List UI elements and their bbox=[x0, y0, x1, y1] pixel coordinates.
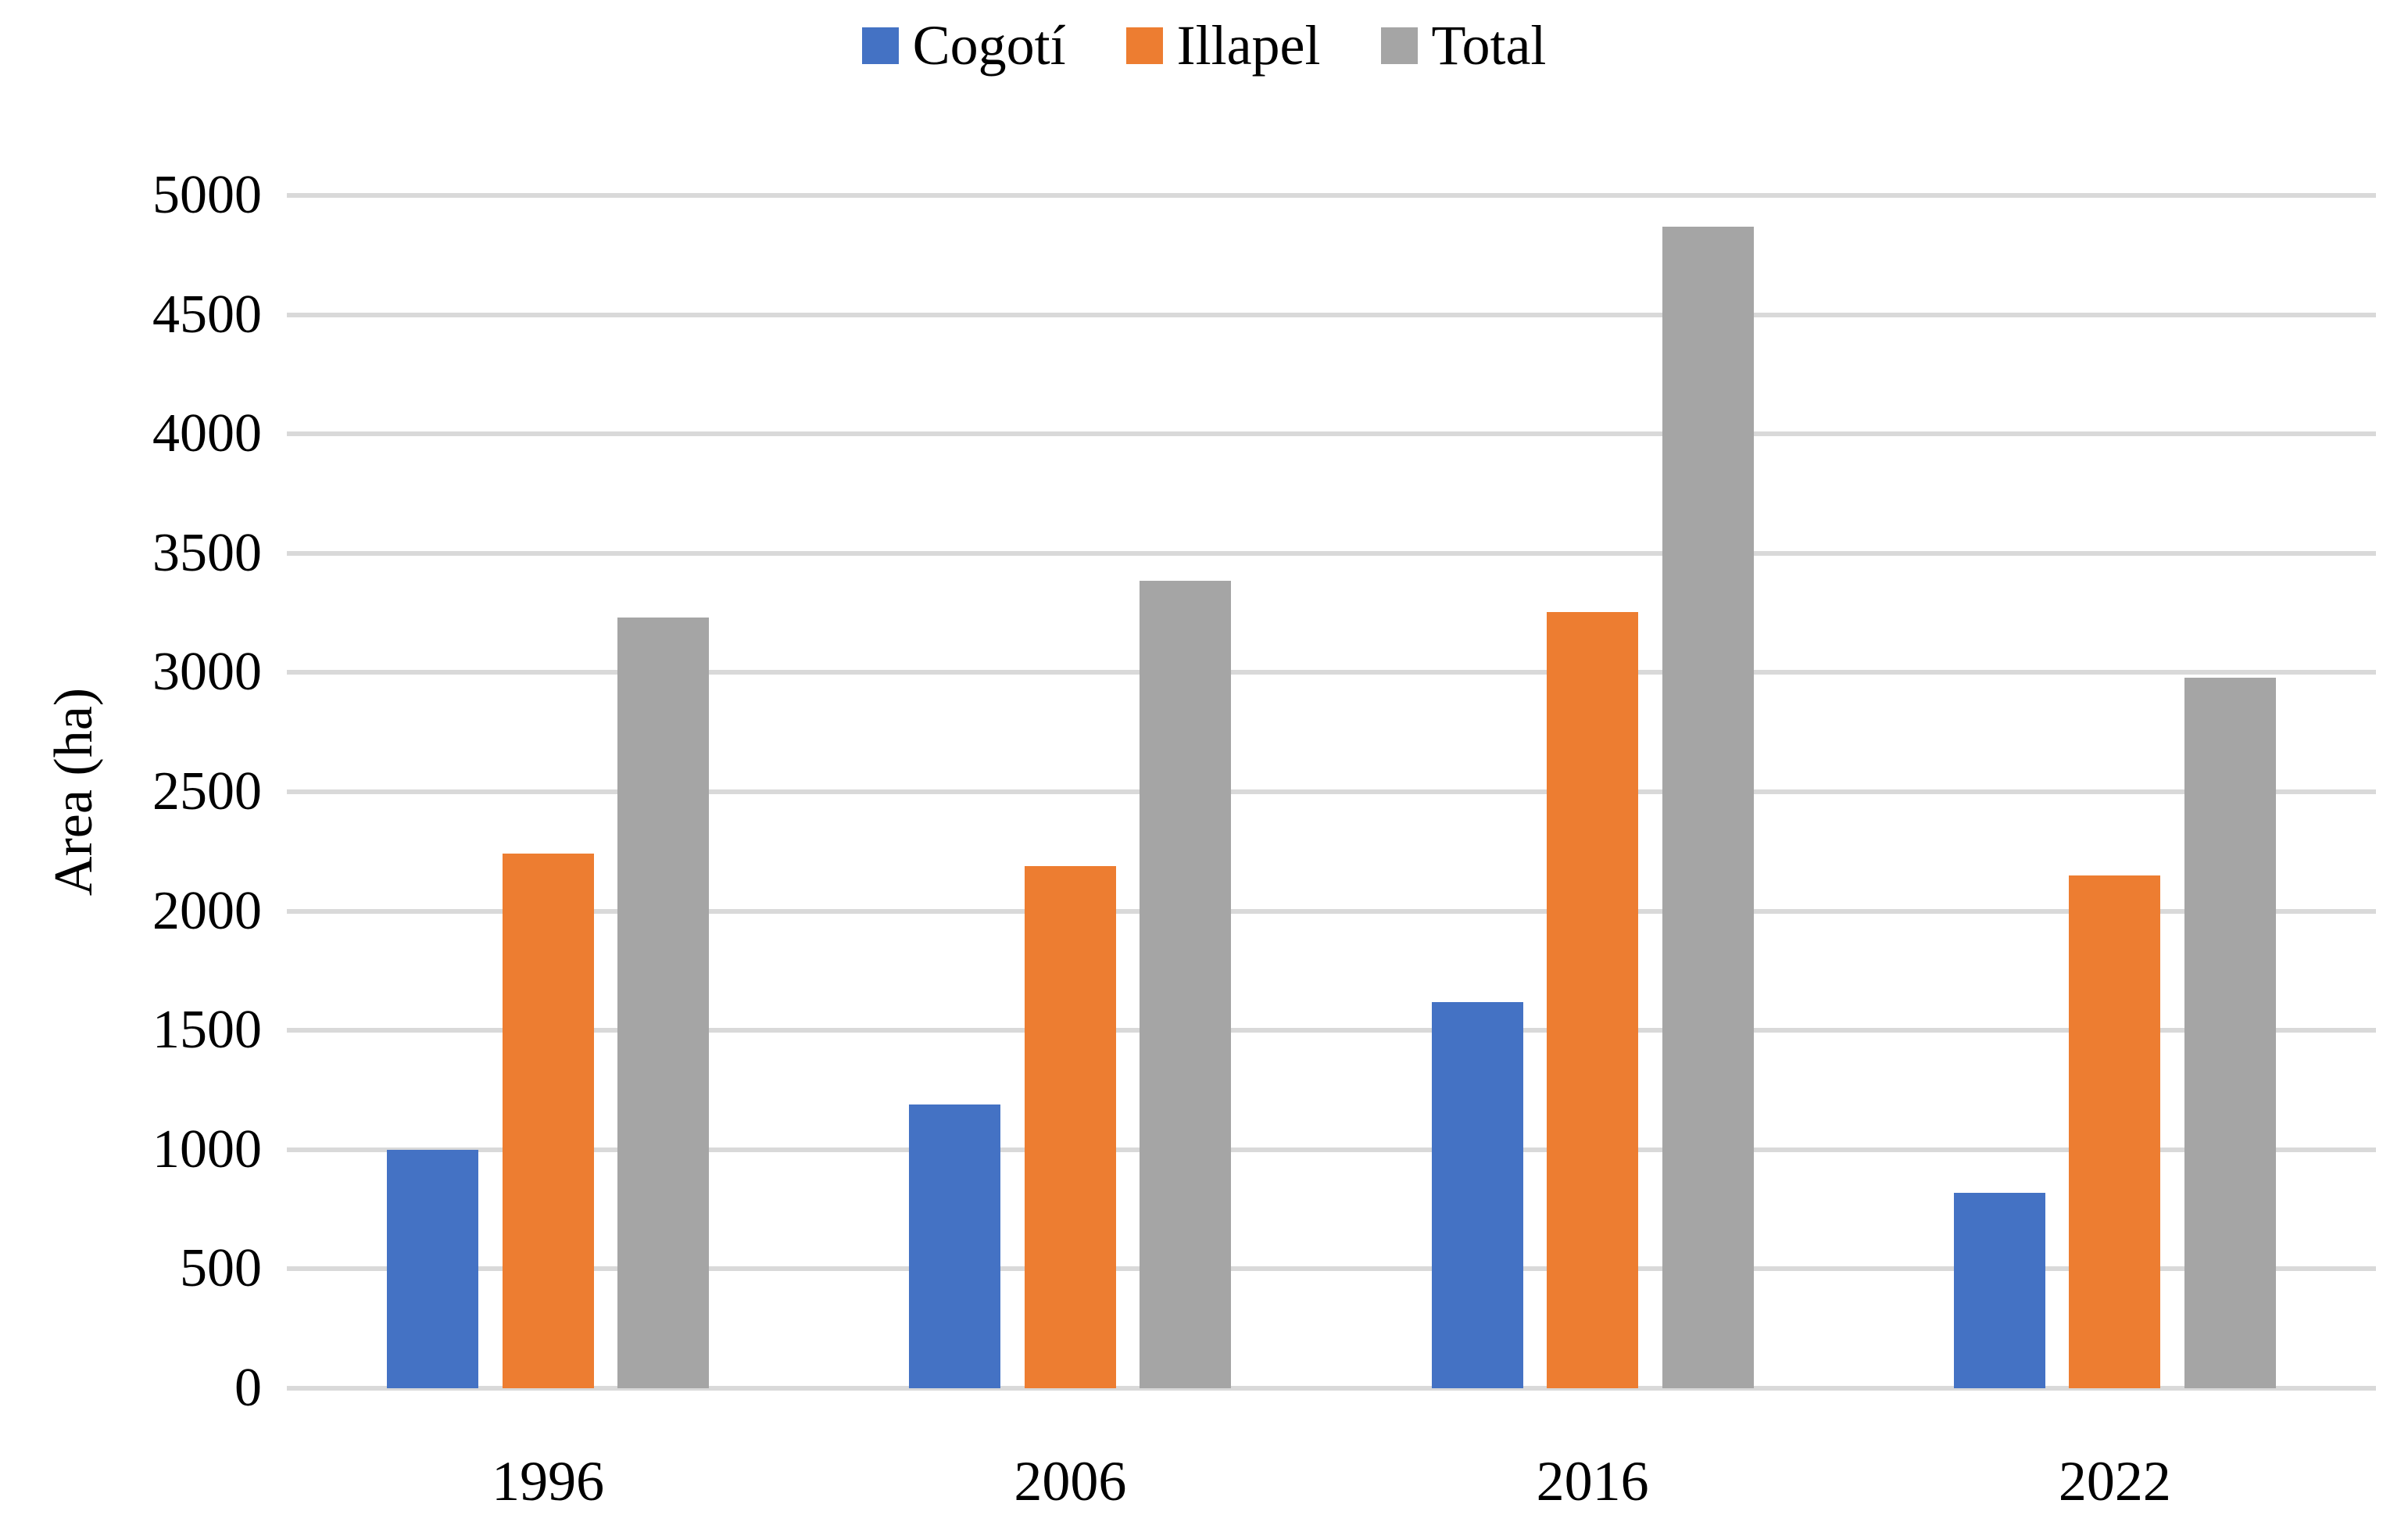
bar-illapel-2006 bbox=[1024, 865, 1116, 1388]
bar-cogotí-2022 bbox=[1953, 1192, 2045, 1388]
bar-illapel-2016 bbox=[1547, 611, 1639, 1388]
gridline-y-4000 bbox=[287, 431, 2376, 437]
bar-illapel-2022 bbox=[2069, 875, 2161, 1388]
gridline-y-3500 bbox=[287, 550, 2376, 556]
gridline-y-500 bbox=[287, 1266, 2376, 1272]
bar-cogotí-2006 bbox=[909, 1104, 1001, 1388]
x-tick-label-1996: 1996 bbox=[492, 1450, 605, 1513]
bar-cogotí-1996 bbox=[387, 1149, 479, 1388]
gridline-y-4500 bbox=[287, 312, 2376, 317]
bar-total-2016 bbox=[1662, 226, 1754, 1388]
bar-total-2022 bbox=[2184, 677, 2276, 1388]
legend-label: Total bbox=[1431, 14, 1547, 77]
gridline-y-0 bbox=[287, 1386, 2376, 1391]
legend-label: Illapel bbox=[1176, 14, 1321, 77]
y-tick-label-2000: 2000 bbox=[152, 880, 262, 941]
legend-swatch-icon bbox=[1380, 27, 1418, 64]
gridline-y-3000 bbox=[287, 670, 2376, 675]
legend-label: Cogotí bbox=[912, 14, 1066, 77]
y-tick-label-1500: 1500 bbox=[152, 1000, 262, 1061]
x-tick-label-2016: 2016 bbox=[1536, 1450, 1649, 1513]
gridline-y-1500 bbox=[287, 1028, 2376, 1033]
x-tick-label-2006: 2006 bbox=[1014, 1450, 1127, 1513]
bar-illapel-1996 bbox=[502, 854, 594, 1388]
y-tick-label-4000: 4000 bbox=[152, 403, 262, 464]
y-tick-label-2500: 2500 bbox=[152, 761, 262, 822]
legend-item-total: Total bbox=[1380, 14, 1547, 77]
y-tick-label-5000: 5000 bbox=[152, 165, 262, 225]
y-tick-label-500: 500 bbox=[180, 1238, 262, 1299]
bar-cogotí-2016 bbox=[1431, 1001, 1523, 1388]
legend-swatch-icon bbox=[1125, 27, 1163, 64]
y-tick-label-1000: 1000 bbox=[152, 1119, 262, 1180]
gridline-y-2000 bbox=[287, 908, 2376, 914]
y-tick-label-3500: 3500 bbox=[152, 522, 262, 583]
gridline-y-5000 bbox=[287, 193, 2376, 198]
gridline-y-2500 bbox=[287, 789, 2376, 794]
gridline-y-1000 bbox=[287, 1147, 2376, 1152]
legend-item-cogotí: Cogotí bbox=[861, 14, 1066, 77]
x-tick-label-2022: 2022 bbox=[2058, 1450, 2171, 1513]
chart-legend: Cogotí Illapel Total bbox=[0, 14, 2408, 77]
y-tick-label-3000: 3000 bbox=[152, 642, 262, 703]
y-tick-label-0: 0 bbox=[234, 1358, 262, 1418]
y-tick-label-4500: 4500 bbox=[152, 284, 262, 345]
legend-item-illapel: Illapel bbox=[1125, 14, 1321, 77]
bar-total-2006 bbox=[1140, 580, 1232, 1388]
legend-swatch-icon bbox=[861, 27, 899, 64]
bar-total-1996 bbox=[617, 618, 710, 1388]
